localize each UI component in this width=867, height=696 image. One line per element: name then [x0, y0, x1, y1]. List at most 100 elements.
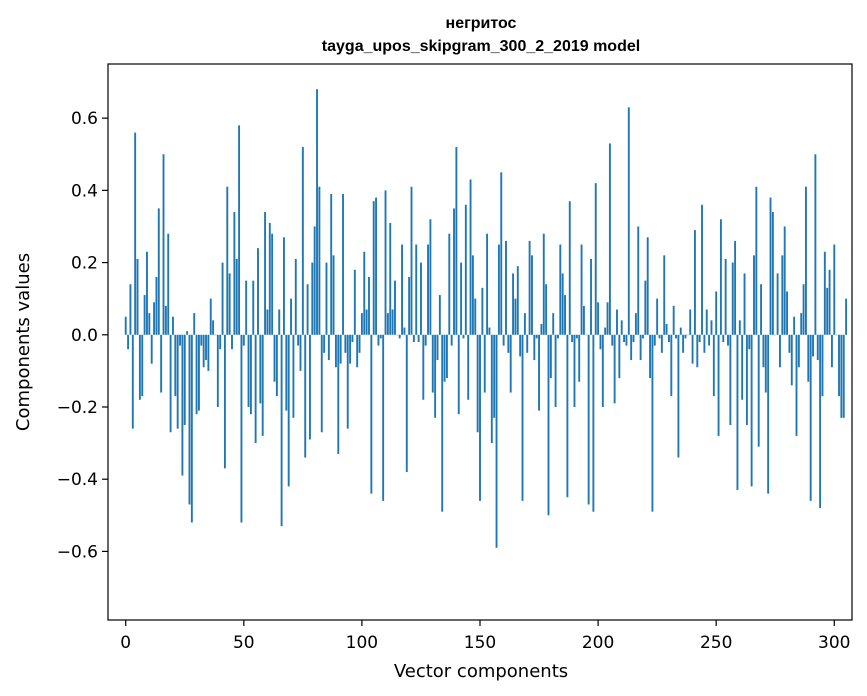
bar-8	[143, 295, 146, 335]
bar-67	[283, 237, 285, 335]
bar-300	[833, 244, 836, 335]
bar-18	[167, 233, 170, 335]
bar-53	[249, 334, 252, 415]
bar-177	[542, 233, 545, 335]
bar-149	[476, 334, 479, 433]
bar-132	[436, 334, 439, 361]
bar-302	[838, 334, 840, 397]
bar-256	[729, 334, 732, 426]
bar-168	[521, 334, 524, 501]
bar-160	[502, 334, 505, 346]
bar-123	[415, 244, 418, 335]
bar-74	[299, 334, 302, 371]
bar-7	[141, 334, 144, 397]
bar-271	[764, 334, 767, 393]
bar-144	[464, 204, 467, 335]
bar-179	[547, 334, 550, 516]
bar-111	[386, 313, 389, 335]
bar-75	[301, 147, 304, 335]
bar-158	[497, 244, 500, 335]
bar-180	[549, 334, 552, 379]
y-axis-label: Components values	[13, 253, 34, 431]
bar-231	[670, 334, 673, 397]
bar-146	[469, 179, 472, 335]
bar-161	[505, 240, 507, 335]
bar-16	[162, 154, 165, 335]
bar-3	[131, 334, 134, 429]
bar-124	[417, 334, 420, 342]
bar-33	[202, 334, 205, 368]
bar-244	[701, 204, 703, 335]
bar-234	[677, 334, 680, 458]
bar-289	[807, 334, 810, 382]
bar-201	[599, 334, 602, 350]
bar-291	[812, 334, 814, 357]
bar-107	[377, 334, 380, 346]
bar-303	[840, 334, 843, 418]
bar-79	[311, 262, 314, 335]
bar-230	[668, 334, 670, 342]
bar-122	[412, 334, 415, 342]
bar-10	[148, 313, 151, 335]
bar-65	[278, 309, 281, 335]
bar-188	[568, 201, 571, 335]
bar-87	[330, 193, 333, 335]
bar-183	[556, 334, 559, 339]
bar-110	[384, 190, 387, 335]
bar-178	[545, 284, 548, 335]
bar-133	[438, 295, 441, 335]
bar-58	[261, 334, 264, 436]
bar-48	[238, 125, 241, 335]
bar-156	[493, 334, 496, 418]
bar-20	[172, 316, 174, 335]
chart-subtitle: tayga_upos_skipgram_300_2_2019 model	[322, 38, 640, 55]
bar-293	[816, 334, 819, 361]
bar-104	[370, 334, 373, 494]
bar-84	[323, 334, 326, 353]
bar-21	[174, 334, 177, 397]
bar-184	[559, 244, 562, 335]
bar-253	[722, 334, 725, 342]
bar-171	[528, 240, 531, 335]
bar-128	[427, 244, 429, 335]
bar-86	[327, 334, 330, 361]
bar-148	[474, 298, 477, 335]
bar-264	[748, 334, 751, 350]
bar-248	[710, 320, 713, 335]
bar-109	[382, 334, 385, 501]
bar-145	[467, 334, 470, 400]
bar-292	[814, 154, 817, 335]
bar-211	[623, 334, 626, 342]
bar-265	[750, 334, 753, 487]
bar-157	[495, 334, 498, 548]
bar-277	[779, 334, 781, 368]
bar-245	[703, 334, 706, 353]
bar-92	[342, 193, 344, 335]
bar-212	[625, 334, 628, 346]
bar-240	[691, 334, 694, 364]
bar-196	[587, 334, 590, 505]
bar-288	[804, 186, 807, 335]
bar-13	[155, 277, 158, 335]
bar-47	[235, 258, 238, 335]
bar-89	[334, 334, 337, 368]
bar-210	[620, 320, 623, 335]
bar-189	[571, 334, 574, 342]
bar-251	[717, 334, 720, 436]
bar-31	[197, 334, 200, 411]
y-tick-label: 0.2	[71, 254, 98, 274]
bar-98	[356, 334, 359, 368]
bar-259	[736, 334, 739, 491]
bar-176	[540, 323, 543, 335]
bar-66	[280, 334, 283, 527]
bar-117	[401, 244, 404, 335]
bar-114	[394, 280, 396, 335]
bar-106	[375, 197, 378, 335]
y-tick-label: 0.0	[71, 326, 98, 346]
bar-214	[630, 334, 633, 361]
bar-266	[753, 255, 755, 335]
bar-140	[455, 147, 458, 335]
bar-165	[514, 298, 517, 335]
bar-162	[507, 334, 510, 353]
bar-194	[582, 305, 585, 335]
